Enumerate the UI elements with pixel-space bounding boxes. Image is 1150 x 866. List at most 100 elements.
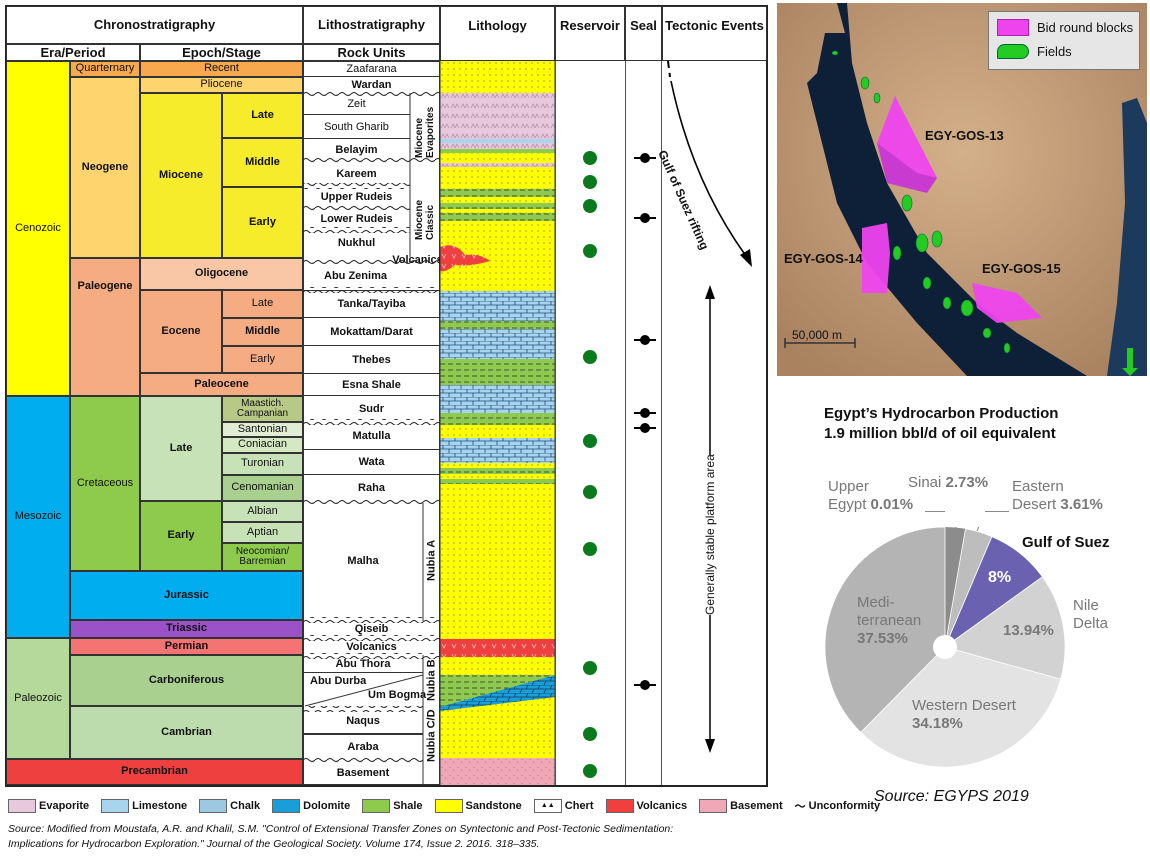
stage-albian: Albian — [222, 501, 303, 522]
leader-line-eastern-desert — [985, 511, 1009, 512]
pie-label-nile-delta: Nile Delta — [1073, 597, 1109, 632]
epoch-early-cretaceous: Early — [140, 501, 222, 571]
stage-neocomian-barremian: Neocomian/ Barremian — [222, 543, 303, 571]
stage-eocene-middle: Middle — [222, 318, 303, 346]
period-permian: Permian — [70, 638, 303, 655]
period-cambrian: Cambrian — [70, 706, 303, 759]
rock-unit-south-gharib: South Gharib — [303, 115, 410, 139]
rock-unit-nukhul: Nukhul — [337, 237, 376, 249]
platform-arrow — [705, 285, 715, 753]
legend-fields: Fields — [997, 44, 1072, 59]
header-lithostratigraphy: Lithostratigraphy — [303, 6, 440, 44]
legend-bid-round-blocks: Bid round blocks — [997, 19, 1133, 36]
rock-unit-matulla: Matulla — [303, 422, 440, 450]
seal-marker — [634, 680, 656, 690]
map-legend: Bid round blocks Fields — [988, 11, 1140, 70]
stage-miocene-late: Late — [222, 93, 303, 138]
reservoir-dot — [583, 199, 597, 213]
epoch-pliocene: Pliocene — [140, 77, 303, 93]
group-miocene-classic: Miocene Classic — [414, 199, 436, 240]
pie-title: Egypt’s Hydrocarbon Production 1.9 milli… — [824, 405, 1059, 442]
evaporite-swatch — [8, 799, 36, 813]
epoch-oligocene: Oligocene — [140, 258, 303, 290]
seal-marker — [634, 335, 656, 345]
seal-marker — [634, 423, 656, 433]
pie-label-western-desert: Western Desert 34.18% — [912, 697, 1016, 732]
pie-source: Source: EGYPS 2019 — [874, 788, 1029, 805]
lithology-column — [440, 61, 555, 785]
legend-item: Chalk — [199, 799, 260, 813]
legend-item: Limestone — [101, 799, 187, 813]
pie-label-gulf-of-suez: Gulf of Suez — [1022, 534, 1110, 551]
pie-label-eastern-desert: Eastern Desert 3.61% — [1012, 478, 1103, 513]
rock-unit-abu-zenima: Abu Zenima — [324, 270, 387, 282]
unconformity-lines — [303, 90, 440, 785]
rock-unit-upper-rudeis: Upper Rudeis — [320, 191, 393, 203]
gulf-of-suez-map: Bid round blocks Fields EGY-GOS-13 EGY-G… — [777, 3, 1147, 376]
lithology-legend: Evaporite Limestone Chalk Dolomite Shale… — [8, 798, 886, 814]
rock-unit-um-bogma: Um Bogma — [368, 689, 427, 701]
rock-unit-esna-shale: Esna Shale — [303, 374, 440, 396]
stage-cenomanian: Cenomanian — [222, 475, 303, 501]
header-era-period: Era/Period — [6, 44, 140, 61]
stage-miocene-middle: Middle — [222, 138, 303, 187]
map-image — [777, 3, 1147, 376]
rock-unit-abu-thora: Abu Thora — [303, 656, 423, 673]
reservoir-dot — [583, 350, 597, 364]
reservoir-dot — [583, 542, 597, 556]
reservoir-dot — [583, 661, 597, 675]
epoch-paleocene: Paleocene — [140, 373, 303, 396]
rock-unit-zaafarana: Zaafarana — [303, 61, 440, 77]
rock-unit-abu-durba: Abu Durba — [310, 675, 367, 687]
chart-source: Source: Modified from Moustafa, A.R. and… — [8, 823, 674, 850]
basement-swatch — [699, 799, 728, 813]
group-miocene-evaporites: Miocene Evaporites — [414, 106, 436, 158]
legend-item: Volcanics — [605, 799, 687, 813]
period-triassic: Triassic — [70, 620, 303, 638]
rock-unit-thebes: Thebes — [303, 346, 440, 374]
pie-label-mediterranean: Medi- terranean 37.53% — [857, 594, 922, 647]
rifting-arrow — [667, 61, 752, 267]
stage-eocene-early: Early — [222, 346, 303, 373]
bid-block-swatch — [997, 19, 1029, 36]
dolomite-swatch — [272, 799, 301, 813]
rock-unit-naqus: Naqus — [303, 709, 423, 734]
reservoir-dot — [583, 434, 597, 448]
period-carboniferous: Carboniferous — [70, 655, 303, 706]
rock-unit-malha: Malha — [347, 554, 379, 567]
rock-unit-zeit: Zeit — [303, 93, 410, 115]
stage-santonian: Santonian — [222, 422, 303, 437]
legend-item: Evaporite — [8, 799, 89, 813]
pie-value-gulf-of-suez: 8% — [988, 569, 1012, 586]
rock-unit-kareem: Kareem — [336, 167, 377, 180]
era-mesozoic: Mesozoic — [6, 396, 70, 638]
production-pie-chart — [825, 527, 1065, 767]
legend-item: Shale — [362, 799, 423, 813]
rock-unit-raha: Raha — [358, 482, 385, 494]
platform-label: Generally stable platform area — [703, 454, 717, 616]
seal-column — [625, 61, 662, 785]
reservoir-dot — [583, 175, 597, 189]
epoch-late-cretaceous: Late — [140, 396, 222, 501]
legend-item: 〜 Unconformity — [794, 800, 881, 813]
stage-eocene-late: Late — [222, 290, 303, 318]
rock-unit-basement: Basement — [336, 766, 390, 779]
rock-unit-lower-rudeis: Lower Rudeis — [320, 213, 393, 225]
block-label-gos-15: EGY-GOS-15 — [982, 261, 1061, 276]
header-chronostratigraphy: Chronostratigraphy — [6, 6, 303, 44]
block-label-gos-14: EGY-GOS-14 — [784, 251, 863, 266]
seal-marker — [634, 153, 656, 163]
seal-marker — [634, 213, 656, 223]
period-quarternary: Quarternary — [70, 61, 140, 77]
rock-unit-wata: Wata — [303, 450, 440, 475]
map-scale-label: 50,000 m — [792, 328, 843, 342]
pie-label-sinai: Sinai 2.73% — [908, 474, 989, 491]
header-tectonic-events: Tectonic Events — [662, 6, 767, 61]
unconformity-icon: 〜 — [794, 801, 806, 813]
header-seal: Seal — [625, 6, 662, 61]
volcanics-swatch — [605, 799, 634, 813]
header-lithology: Lithology — [440, 6, 555, 61]
block-label-gos-13: EGY-GOS-13 — [925, 128, 1004, 143]
period-neogene: Neogene — [70, 77, 140, 258]
stage-turonian: Turonian — [222, 453, 303, 475]
